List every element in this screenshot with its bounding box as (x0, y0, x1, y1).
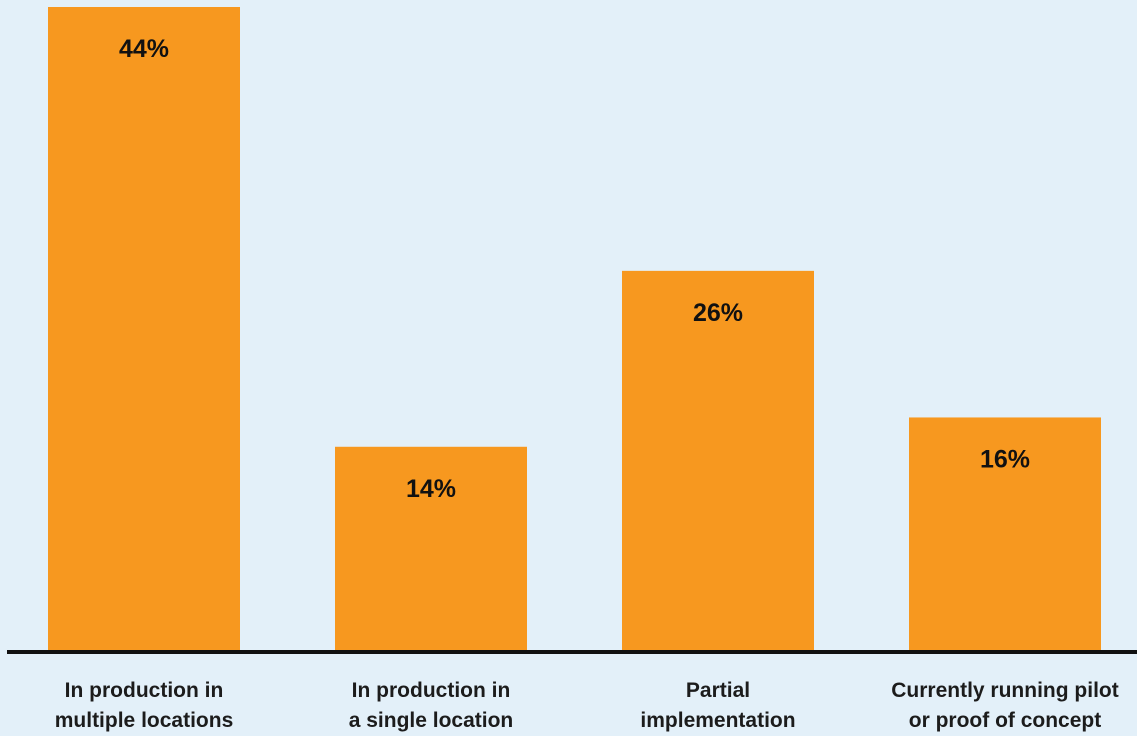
category-label-line: In production in (352, 679, 511, 702)
bar-value-label-3: 26% (693, 299, 743, 327)
category-label-line: or proof of concept (909, 709, 1102, 732)
category-label-line: a single location (349, 709, 514, 732)
bar-value-label-2: 14% (406, 475, 456, 503)
bars-group (48, 7, 1101, 652)
category-label-1: In production in multiple locations (55, 679, 234, 732)
category-label-2: In production in a single location (349, 679, 514, 732)
bar-1 (48, 7, 240, 652)
bar-2 (335, 446, 527, 652)
bar-3 (622, 270, 814, 652)
category-label-line: In production in (65, 679, 224, 702)
category-label-3: Partial implementation (640, 679, 795, 732)
category-label-line: multiple locations (55, 709, 234, 732)
bar-4 (909, 417, 1101, 652)
category-label-line: Currently running pilot (891, 679, 1118, 702)
bar-value-label-1: 44% (119, 35, 169, 63)
category-label-line: Partial (686, 679, 750, 702)
category-label-4: Currently running pilot or proof of conce… (891, 679, 1118, 732)
bar-value-label-4: 16% (980, 445, 1030, 473)
value-labels-group: 44% 14% 26% 16% (119, 35, 1030, 503)
category-label-line: implementation (640, 709, 795, 732)
